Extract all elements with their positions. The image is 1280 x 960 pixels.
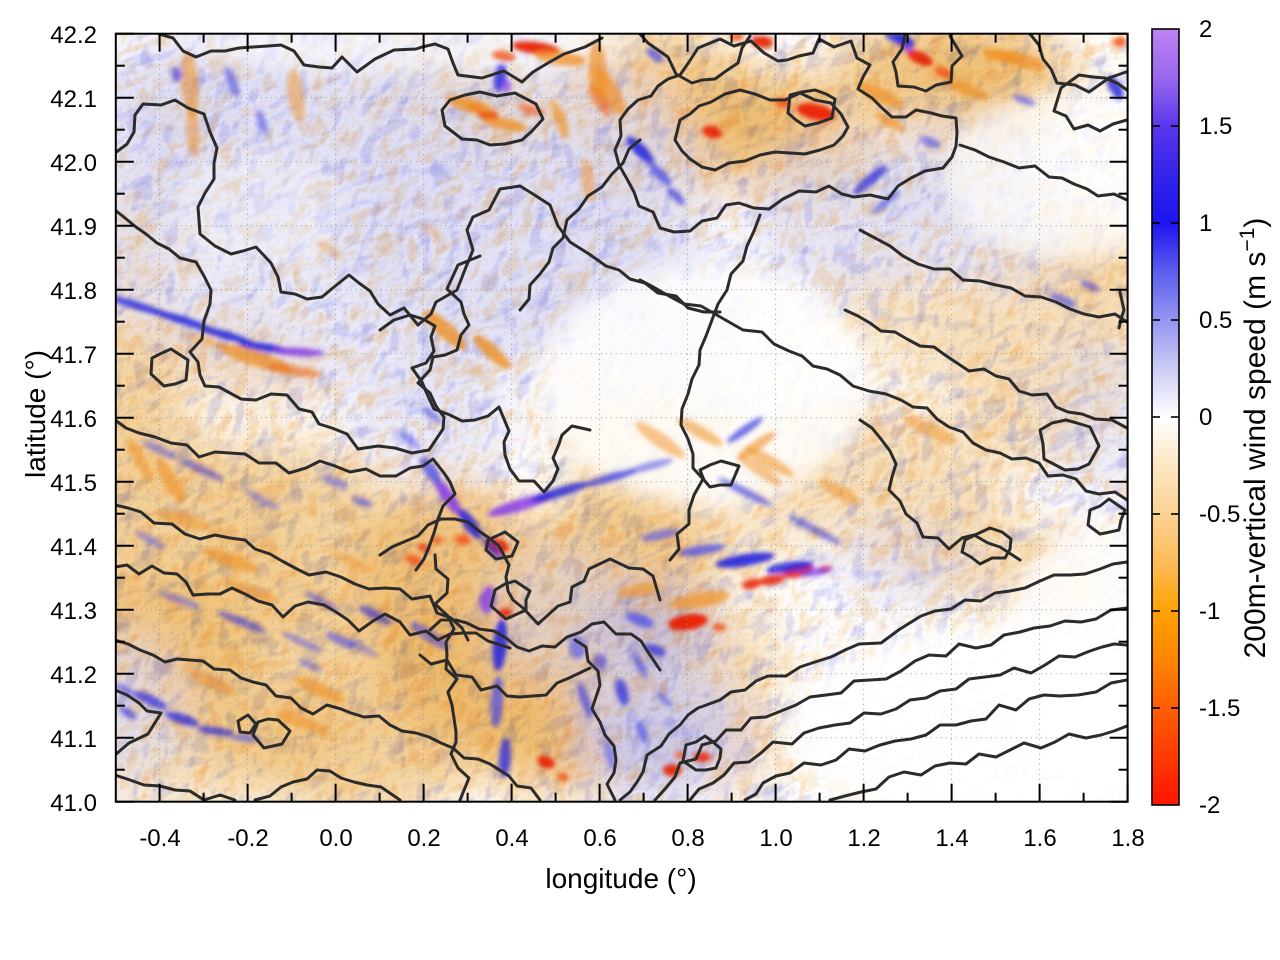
- svg-text:41.0: 41.0: [50, 790, 97, 817]
- svg-text:0.4: 0.4: [495, 825, 528, 852]
- svg-text:0.5: 0.5: [1199, 307, 1232, 334]
- svg-text:41.1: 41.1: [50, 726, 97, 753]
- svg-text:41.7: 41.7: [50, 342, 97, 369]
- svg-text:-1: -1: [1199, 598, 1220, 625]
- svg-text:0: 0: [1199, 404, 1212, 431]
- svg-text:2: 2: [1199, 16, 1212, 43]
- svg-text:1.0: 1.0: [759, 825, 792, 852]
- svg-text:1.6: 1.6: [1023, 825, 1056, 852]
- svg-text:0.2: 0.2: [407, 825, 440, 852]
- svg-text:-0.2: -0.2: [227, 825, 268, 852]
- svg-text:42.1: 42.1: [50, 86, 97, 113]
- svg-text:41.6: 41.6: [50, 406, 97, 433]
- svg-text:0.0: 0.0: [319, 825, 352, 852]
- svg-text:41.5: 41.5: [50, 470, 97, 497]
- svg-text:-0.4: -0.4: [139, 825, 180, 852]
- svg-text:1.5: 1.5: [1199, 113, 1232, 140]
- svg-text:1: 1: [1199, 210, 1212, 237]
- svg-text:-1.5: -1.5: [1199, 695, 1240, 722]
- svg-text:0.8: 0.8: [671, 825, 704, 852]
- svg-text:0.6: 0.6: [583, 825, 616, 852]
- svg-text:latitude (°): latitude (°): [20, 350, 51, 478]
- svg-text:1.2: 1.2: [847, 825, 880, 852]
- svg-text:1.8: 1.8: [1111, 825, 1144, 852]
- svg-text:41.4: 41.4: [50, 534, 97, 561]
- svg-text:200m-vertical wind speed (m s−: 200m-vertical wind speed (m s−1): [1236, 218, 1272, 659]
- svg-text:-2: -2: [1199, 792, 1220, 819]
- svg-text:42.2: 42.2: [50, 22, 97, 49]
- svg-text:41.2: 41.2: [50, 662, 97, 689]
- svg-text:longitude (°): longitude (°): [545, 863, 696, 894]
- svg-text:41.8: 41.8: [50, 278, 97, 305]
- svg-text:-0.5: -0.5: [1199, 501, 1240, 528]
- svg-text:41.3: 41.3: [50, 598, 97, 625]
- svg-text:1.4: 1.4: [935, 825, 968, 852]
- svg-text:42.0: 42.0: [50, 150, 97, 177]
- svg-text:41.9: 41.9: [50, 214, 97, 241]
